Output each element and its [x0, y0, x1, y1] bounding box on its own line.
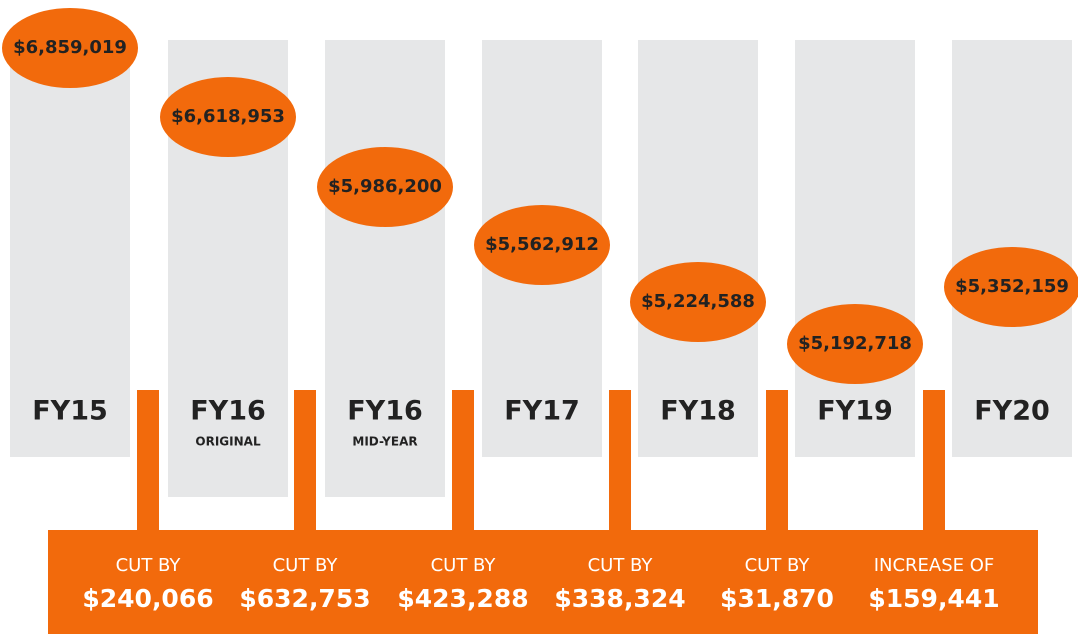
year-sublabel: MID-YEAR: [352, 435, 417, 449]
amount-bubble: [317, 147, 453, 227]
amount-bubble: [2, 8, 138, 88]
summary-band: [48, 530, 1038, 634]
column: [10, 40, 130, 457]
change-amount: $423,288: [397, 584, 528, 613]
year-label: FY17: [504, 396, 580, 427]
change-label: CUT BY: [116, 555, 182, 576]
amount: $5,562,912: [485, 234, 599, 255]
amount-bubble: [474, 205, 610, 285]
change-label: CUT BY: [431, 555, 497, 576]
column: [638, 40, 758, 457]
amount: $5,192,718: [798, 333, 912, 354]
change-label: CUT BY: [745, 555, 811, 576]
amount-bubble: [160, 77, 296, 157]
column: [325, 40, 445, 497]
amount: $6,618,953: [171, 106, 285, 127]
change-label: CUT BY: [273, 555, 339, 576]
change-label: INCREASE OF: [874, 555, 995, 576]
change-amount: $159,441: [868, 584, 999, 613]
year-sublabel: ORIGINAL: [195, 435, 261, 449]
amount: $5,352,159: [955, 276, 1069, 297]
amount-bubble: [787, 304, 923, 384]
year-label: FY19: [817, 396, 893, 427]
year-label: FY18: [660, 396, 736, 427]
column: [795, 40, 915, 457]
connector: [294, 390, 316, 535]
year-label: FY15: [32, 396, 108, 427]
connector: [609, 390, 631, 535]
connector: [137, 390, 159, 535]
change-amount: $338,324: [554, 584, 685, 613]
amount: $6,859,019: [13, 37, 127, 58]
amount-bubble: [944, 247, 1078, 327]
connector: [766, 390, 788, 535]
amount: $5,224,588: [641, 291, 755, 312]
connector: [452, 390, 474, 535]
year-label: FY20: [974, 396, 1050, 427]
year-label: FY16: [347, 396, 423, 427]
amount: $5,986,200: [328, 176, 442, 197]
change-amount: $632,753: [239, 584, 370, 613]
year-label: FY16: [190, 396, 266, 427]
change-label: CUT BY: [588, 555, 654, 576]
change-amount: $31,870: [720, 584, 834, 613]
connector: [923, 390, 945, 535]
amount-bubble: [630, 262, 766, 342]
change-amount: $240,066: [82, 584, 213, 613]
